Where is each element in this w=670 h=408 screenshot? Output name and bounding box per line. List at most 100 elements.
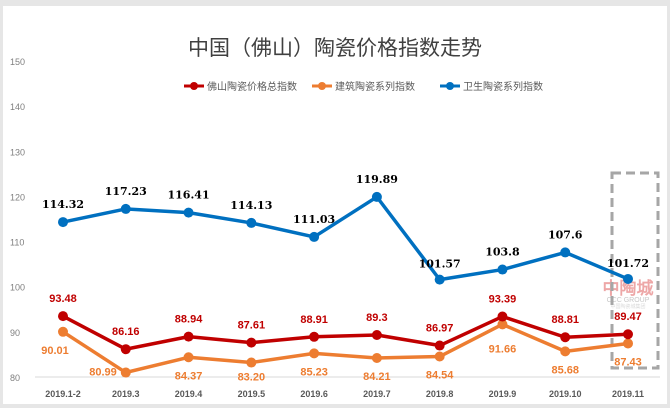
data-point [309,231,320,242]
data-label: 103.8 [485,246,520,259]
data-point [497,311,508,322]
x-tick-label: 2019.5 [238,389,266,399]
data-point [183,207,194,218]
data-label: 85.23 [300,366,328,378]
watermark-sub2: 中国陶瓷城集团 [610,303,645,310]
series-group: 114.32 117.23 116.41 114.13 111.03 119.89 101.… [41,173,649,384]
data-label: 88.94 [175,314,203,326]
data-point [434,340,445,351]
data-label: 87.43 [614,356,642,368]
data-label: 88.81 [551,314,579,326]
x-tick-label: 2019.11 [612,389,644,399]
data-label: 84.37 [175,370,203,382]
legend-label: 佛山陶瓷价格总指数 [207,80,297,93]
data-label: 86.16 [112,326,140,338]
data-point [623,338,633,349]
data-label: 114.32 [42,198,84,211]
series-line [62,195,629,282]
data-point [371,330,382,341]
watermark-sub: CCC GROUP [607,297,650,304]
data-point [120,203,131,214]
data-point [183,352,194,363]
series-1: 90.01 80.99 84.37 83.20 85.23 84.21 84.54 91.66… [41,319,642,384]
x-tick-label: 2019.8 [426,389,454,399]
x-tick-label: 2019.7 [363,389,391,399]
data-label: 84.54 [426,370,454,382]
x-tick-label: 2019.4 [175,389,203,399]
data-point [120,367,131,378]
data-label: 89.47 [614,311,642,323]
data-label: 101.57 [419,258,461,271]
data-point [58,217,68,228]
y-tick-label: 150 [10,57,25,67]
data-label: 88.91 [300,314,328,326]
data-label: 84.21 [363,371,391,383]
data-label: 90.01 [41,345,69,357]
data-point [183,331,194,342]
y-tick-label: 130 [10,147,25,157]
legend-label: 建筑陶瓷系列指数 [335,80,415,93]
data-point [434,274,445,285]
data-point [120,344,131,355]
data-point [560,332,571,343]
legend-swatch-marker [318,82,326,90]
data-point [623,273,633,284]
data-label: 83.20 [238,372,266,384]
highlight-box [610,171,660,370]
series-2: 114.32 117.23 116.41 114.13 111.03 119.89 101.… [42,173,649,285]
x-tick-label: 2019.1-2 [45,389,81,399]
data-label: 111.03 [293,213,335,226]
data-point [309,348,320,359]
legend-swatch-marker [190,82,198,90]
x-tick-label: 2019.3 [112,389,140,399]
legend-swatch-marker [446,82,454,90]
data-label: 87.61 [238,320,266,332]
data-point [434,351,445,362]
data-label: 93.39 [489,294,517,306]
data-point [371,191,382,202]
data-label: 107.6 [548,228,583,241]
data-point [497,264,508,275]
data-label: 119.89 [356,173,398,186]
series-line [62,314,629,351]
data-point [560,346,571,357]
data-point [246,357,257,368]
x-axis: 2019.1-2 2019.3 2019.4 2019.5 2019.6 2019.7 20… [35,376,660,399]
data-point [58,311,68,322]
y-tick-label: 110 [10,238,24,248]
data-label: 85.68 [551,364,579,376]
data-point [371,352,382,363]
x-tick-label: 2019.9 [489,389,517,399]
data-label: 80.99 [89,367,117,379]
watermark-logo: 中陶城 CCC GROUP 中国陶瓷城集团 [603,278,654,310]
data-point [497,319,508,330]
chart-title: 中国（佛山）陶瓷价格指数走势 [188,36,482,60]
series-0: 93.48 86.16 88.94 87.61 88.91 89.3 86.97 93.39 8… [49,293,642,355]
data-label: 117.23 [105,185,147,198]
data-label: 86.97 [426,323,454,335]
y-tick-label: 120 [10,192,25,202]
data-label: 89.3 [366,312,387,324]
data-point [246,217,257,228]
legend: 佛山陶瓷价格总指数 建筑陶瓷系列指数 卫生陶瓷系列指数 [184,80,543,93]
data-point [560,247,571,258]
data-label: 116.41 [168,189,210,202]
data-point [623,329,633,340]
data-point [246,337,257,348]
x-tick-label: 2019.10 [549,389,582,399]
series-line [62,322,629,375]
y-tick-label: 100 [10,283,25,293]
y-tick-label: 90 [10,328,20,338]
y-axis: 80 90 100 110 120 130 140 150 [10,57,25,383]
data-label: 91.66 [489,343,517,355]
data-label: 93.48 [49,293,77,305]
data-point [58,326,68,337]
data-label: 114.13 [230,199,272,212]
y-tick-label: 140 [10,102,25,112]
x-tick-label: 2019.6 [300,389,328,399]
watermark-logo-text: 中陶城 [603,278,654,298]
data-label: 101.72 [607,257,649,270]
data-point [309,331,320,342]
